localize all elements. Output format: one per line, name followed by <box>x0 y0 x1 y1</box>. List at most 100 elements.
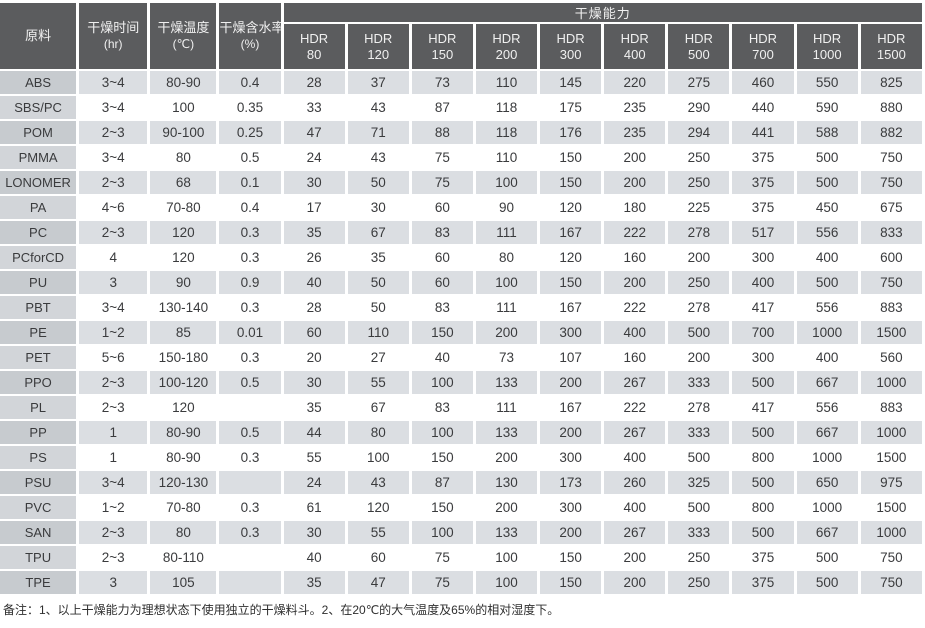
table-row: SBS/PC 3~4 100 0.35 33 43 87 118 175 235 290 440 590… <box>0 96 925 121</box>
capacity-cell: 100 <box>475 571 541 596</box>
capacity-cell: 556 <box>796 396 861 421</box>
capacity-cell: 200 <box>604 571 669 596</box>
capacity-cell: 150 <box>540 571 605 596</box>
capacity-cell: 417 <box>732 396 797 421</box>
capacity-cell: 500 <box>732 371 797 396</box>
moisture-cell: 0.4 <box>219 71 284 96</box>
capacity-cell: 500 <box>732 421 797 446</box>
capacity-cell: 1000 <box>796 446 861 471</box>
capacity-cell: 833 <box>860 221 925 246</box>
capacity-cell: 300 <box>732 346 797 371</box>
capacity-cell: 173 <box>540 471 605 496</box>
capacity-cell: 550 <box>796 71 861 96</box>
material-cell: SAN <box>0 521 80 546</box>
time-cell: 4~6 <box>79 196 151 221</box>
hdr-model-label: 700 <box>752 46 774 62</box>
capacity-cell: 60 <box>411 271 476 296</box>
capacity-cell: 800 <box>732 496 797 521</box>
capacity-cell: 222 <box>604 296 669 321</box>
hdr-prefix-label: HDR <box>492 30 521 46</box>
header-row-top: 原料 干燥时间 (hr) 干燥温度 (℃) 干燥含水率 (%) 干燥能力 <box>0 3 925 71</box>
hdr-prefix-label: HDR <box>748 30 778 46</box>
material-cell: PVC <box>0 496 80 521</box>
temp-cell: 68 <box>150 171 220 196</box>
moisture-cell: 0.3 <box>219 446 284 471</box>
capacity-cell: 400 <box>604 446 669 471</box>
temp-cell: 80-90 <box>150 421 220 446</box>
capacity-cell: 100 <box>475 546 541 571</box>
capacity-cell: 200 <box>668 346 733 371</box>
capacity-cell: 300 <box>540 321 605 346</box>
capacity-cell: 28 <box>283 71 348 96</box>
capacity-cell: 880 <box>860 96 925 121</box>
table-row: PE 1~2 85 0.01 60 110 150 200 300 400 500 700 1000 15… <box>0 321 925 346</box>
capacity-cell: 375 <box>732 146 797 171</box>
capacity-cell: 883 <box>860 296 925 321</box>
column-header-hdr-400: HDR 400 <box>604 24 669 71</box>
capacity-cell: 375 <box>732 546 797 571</box>
time-cell: 3~4 <box>79 146 151 171</box>
moisture-cell: 0.35 <box>219 96 284 121</box>
column-header-hdr-120: HDR 120 <box>347 24 412 71</box>
capacity-cell: 200 <box>540 371 605 396</box>
capacity-cell: 120 <box>347 496 412 521</box>
time-cell: 3 <box>79 271 151 296</box>
capacity-cell: 517 <box>732 221 797 246</box>
capacity-cell: 17 <box>283 196 348 221</box>
column-header-time: 干燥时间 (hr) <box>79 3 151 71</box>
temp-cell: 120 <box>150 221 220 246</box>
capacity-cell: 883 <box>860 396 925 421</box>
capacity-cell: 300 <box>540 496 605 521</box>
capacity-cell: 1000 <box>860 371 925 396</box>
capacity-cell: 667 <box>796 421 861 446</box>
capacity-cell: 30 <box>347 196 412 221</box>
capacity-cell: 150 <box>540 171 605 196</box>
capacity-cell: 750 <box>860 571 925 596</box>
capacity-cell: 200 <box>668 246 733 271</box>
moisture-cell: 0.3 <box>219 496 284 521</box>
capacity-cell: 441 <box>732 121 797 146</box>
capacity-cell: 1500 <box>860 321 925 346</box>
table-row: TPE 3 105 35 47 75 100 150 200 250 375 500 750 <box>0 571 925 596</box>
capacity-cell: 200 <box>604 146 669 171</box>
capacity-cell: 556 <box>796 221 861 246</box>
column-header-hdr-1500: HDR 1500 <box>860 24 925 71</box>
hdr-model-label: 500 <box>688 46 710 62</box>
temp-cell: 120-130 <box>150 471 220 496</box>
capacity-cell: 500 <box>668 321 733 346</box>
material-cell: PC <box>0 221 80 246</box>
time-cell: 3~4 <box>79 96 151 121</box>
capacity-cell: 667 <box>796 521 861 546</box>
temp-cell: 90-100 <box>150 121 220 146</box>
capacity-cell: 667 <box>796 371 861 396</box>
capacity-cell: 110 <box>475 71 541 96</box>
capacity-cell: 50 <box>347 271 412 296</box>
column-header-unit: (hr) <box>103 37 123 51</box>
capacity-cell: 55 <box>347 521 412 546</box>
capacity-cell: 267 <box>604 371 669 396</box>
material-cell: PET <box>0 346 80 371</box>
capacity-cell: 100 <box>411 421 476 446</box>
temp-cell: 80-90 <box>150 446 220 471</box>
column-header-hdr-500: HDR 500 <box>668 24 733 71</box>
material-cell: POM <box>0 121 80 146</box>
capacity-cell: 375 <box>732 171 797 196</box>
capacity-cell: 60 <box>411 246 476 271</box>
capacity-cell: 35 <box>347 246 412 271</box>
capacity-cell: 100 <box>347 446 412 471</box>
column-header-hdr-200: HDR 200 <box>475 24 541 71</box>
capacity-cell: 100 <box>475 271 541 296</box>
capacity-cell: 35 <box>283 396 348 421</box>
capacity-cell: 75 <box>411 571 476 596</box>
capacity-cell: 500 <box>732 471 797 496</box>
column-header-hdr-700: HDR 700 <box>732 24 797 71</box>
capacity-cell: 500 <box>796 171 861 196</box>
capacity-cell: 60 <box>411 196 476 221</box>
capacity-cell: 40 <box>283 546 348 571</box>
time-cell: 2~3 <box>79 396 151 421</box>
material-cell: PSU <box>0 471 80 496</box>
capacity-cell: 300 <box>732 246 797 271</box>
material-cell: LONOMER <box>0 171 80 196</box>
temp-cell: 100-120 <box>150 371 220 396</box>
capacity-cell: 120 <box>540 246 605 271</box>
